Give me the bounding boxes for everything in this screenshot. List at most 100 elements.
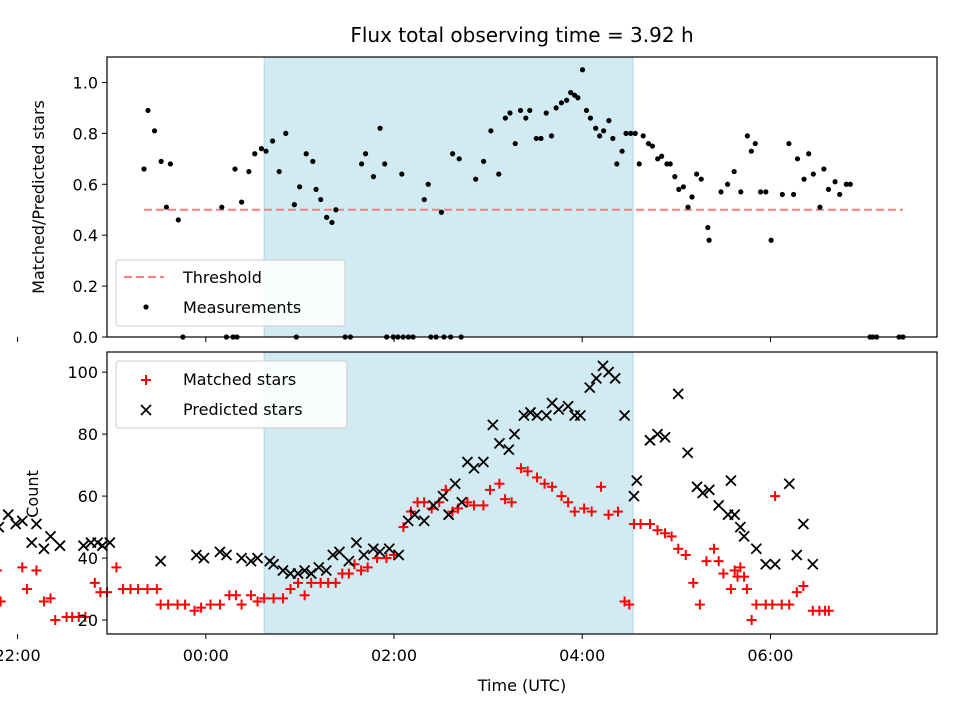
matched-star-marker [469, 500, 480, 511]
measurement-point [517, 107, 524, 114]
measurement-point [141, 166, 147, 172]
x-tick-label: 00:00 [183, 646, 229, 665]
predicted-star-marker [508, 428, 521, 440]
measurement-point [232, 166, 238, 172]
measurement-point [649, 143, 656, 149]
matched-star-marker [718, 568, 729, 579]
measurement-point [564, 97, 570, 103]
measurement-point [748, 148, 754, 154]
predicted-star-marker [0, 521, 5, 533]
x-b [725, 474, 737, 487]
matched-star-marker [798, 580, 809, 591]
measurement-point [481, 158, 487, 164]
predicted-star-marker [16, 515, 28, 527]
matched-star-marker [666, 531, 677, 542]
x-b [697, 487, 709, 499]
predicted-star-marker [697, 487, 709, 499]
measurement-point [297, 184, 303, 190]
matched-star-marker [205, 599, 216, 610]
predicted-star-marker [760, 558, 772, 570]
predicted-star-marker [367, 543, 379, 555]
matched-star-marker [729, 565, 740, 576]
matched-star-marker [556, 491, 567, 502]
matched-star-marker [22, 584, 33, 595]
predicted-star-marker [703, 484, 715, 496]
matched-star-marker [299, 590, 310, 601]
measurement-point [496, 171, 502, 177]
x-b [409, 509, 421, 521]
x-b [553, 403, 565, 415]
x-b [503, 443, 515, 456]
measurement-point [606, 118, 612, 124]
predicted-star-marker [791, 549, 803, 561]
x-b [292, 567, 304, 580]
predicted-star-marker [292, 567, 304, 580]
predicted-star-marker [681, 447, 694, 459]
x-b [562, 400, 574, 412]
measurement-point [817, 204, 823, 210]
x-b [54, 540, 66, 552]
measurement-point [145, 107, 151, 114]
measurement-point [283, 130, 289, 136]
matched-star-marker [532, 472, 543, 483]
measurement-point [689, 194, 695, 200]
y-tick-label: 0.4 [73, 226, 98, 245]
matched-star-marker [398, 522, 409, 533]
matched-star-marker [539, 478, 550, 489]
measurement-point [731, 168, 737, 175]
x-tick-label: 06:00 [747, 646, 793, 665]
measurement-point [548, 133, 555, 139]
measurement-point [801, 176, 807, 182]
predicted-star-marker [320, 564, 332, 577]
measurement-point [377, 125, 383, 131]
x-b [214, 546, 226, 558]
x-b [0, 521, 5, 528]
measurement-point [610, 135, 616, 142]
legend-threshold-label: Threshold [182, 268, 262, 287]
y-tick-label: 100 [67, 363, 98, 382]
measurement-point [252, 151, 258, 157]
matched-star-marker [635, 518, 646, 529]
measurement-point [333, 207, 339, 213]
measurement-point [553, 105, 559, 111]
predicted-star-marker [734, 521, 746, 533]
measurement-point [676, 186, 682, 192]
matched-star-marker [644, 518, 655, 529]
predicted-star-marker [797, 518, 810, 530]
x-b [760, 558, 772, 570]
predicted-star-marker [267, 558, 280, 570]
matched-star-marker [516, 463, 527, 474]
predicted-star-marker [487, 419, 499, 431]
matched-star-marker [680, 549, 691, 560]
x-b [574, 409, 586, 422]
predicted-star-marker [393, 549, 405, 561]
matched-star-marker [586, 506, 597, 517]
matched-star-marker [485, 484, 496, 495]
predicted-star-marker [30, 518, 43, 530]
x-b [437, 490, 449, 502]
measurement-point [779, 191, 785, 198]
matched-star-marker [343, 568, 354, 579]
measurement-point [527, 107, 533, 114]
axes-frame [106, 351, 938, 635]
predicted-star-marker [427, 499, 440, 512]
predicted-star-marker [540, 409, 553, 422]
x-b [713, 499, 725, 512]
matched-star-marker [746, 615, 757, 626]
matched-star-marker [603, 509, 614, 520]
measurement-point [382, 161, 388, 167]
matched-star-marker [196, 602, 207, 613]
measurement-point [847, 181, 853, 187]
predicted-star-marker [54, 540, 66, 552]
measurement-point [705, 224, 711, 231]
measurement-point [806, 151, 812, 157]
measurement-point [310, 158, 316, 164]
measurement-point [587, 115, 594, 121]
x-b [305, 567, 317, 580]
chart-title: Flux total observing time = 3.92 h [350, 23, 693, 47]
x-b [518, 409, 530, 422]
x-b [540, 409, 553, 422]
predicted-star-marker [713, 499, 725, 512]
matched-star-marker [236, 599, 247, 610]
